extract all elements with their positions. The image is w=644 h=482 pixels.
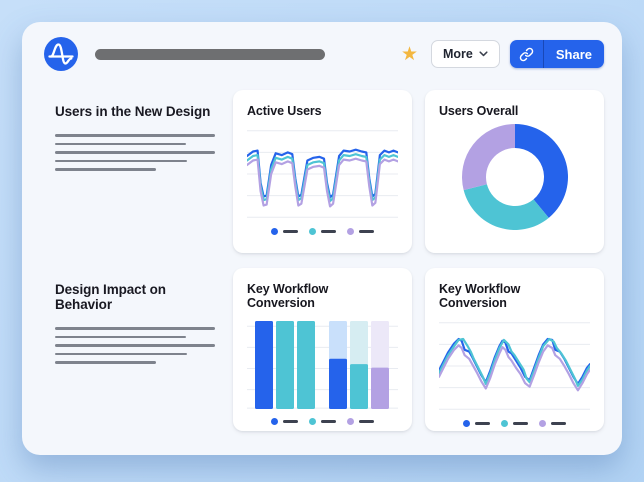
legend-item	[539, 420, 566, 427]
row-1: Users in the New Design Active Users Use…	[55, 90, 604, 253]
legend-item	[309, 418, 336, 425]
card-title: Users Overall	[439, 104, 519, 118]
text-placeholder-line	[55, 168, 156, 171]
legend-dash-icon	[551, 422, 566, 425]
row-2: Design Impact on Behavior Key Workflow C…	[55, 268, 604, 431]
chart-legend	[247, 228, 398, 235]
card-active-users[interactable]: Active Users	[233, 90, 412, 253]
legend-dash-icon	[359, 420, 374, 423]
legend-dot-icon	[347, 418, 354, 425]
active-users-line-chart	[247, 129, 398, 219]
header: ★ More Share	[22, 22, 622, 71]
section-heading: Design Impact on Behavior	[55, 282, 166, 312]
legend-item	[347, 228, 374, 235]
section-text-placeholder	[55, 327, 220, 364]
legend-item	[309, 228, 336, 235]
favorite-star-icon[interactable]: ★	[400, 43, 418, 65]
share-button-group: Share	[509, 40, 604, 68]
text-placeholder-line	[55, 159, 187, 162]
workflow-conversion-bar-chart	[247, 321, 398, 409]
legend-dash-icon	[359, 230, 374, 233]
legend-dot-icon	[539, 420, 546, 427]
copy-link-button[interactable]	[510, 40, 544, 68]
section-users-new-design: Users in the New Design	[55, 90, 220, 253]
text-placeholder-line	[55, 361, 156, 364]
chart-legend	[247, 418, 398, 425]
legend-dash-icon	[513, 422, 528, 425]
legend-dash-icon	[321, 230, 336, 233]
card-title: Key Workflow Conversion	[439, 282, 521, 310]
text-placeholder-line	[55, 327, 215, 330]
card-workflow-conversion-bars[interactable]: Key Workflow Conversion	[233, 268, 412, 431]
section-design-impact: Design Impact on Behavior	[55, 268, 220, 431]
legend-dot-icon	[271, 228, 278, 235]
amplitude-logo-icon[interactable]	[44, 37, 78, 71]
text-placeholder-line	[55, 151, 215, 154]
users-overall-donut-chart	[439, 124, 590, 230]
legend-dash-icon	[283, 230, 298, 233]
chevron-down-icon	[479, 51, 488, 57]
text-placeholder-line	[55, 142, 186, 145]
more-button[interactable]: More	[430, 40, 500, 68]
more-button-label: More	[442, 47, 473, 61]
card-users-overall[interactable]: Users Overall	[425, 90, 604, 253]
legend-item	[347, 418, 374, 425]
legend-item	[501, 420, 528, 427]
dashboard-title-placeholder	[95, 48, 325, 60]
card-title: Active Users	[247, 104, 322, 118]
chart-legend	[439, 420, 590, 427]
legend-dot-icon	[347, 228, 354, 235]
link-icon	[519, 47, 534, 61]
legend-dot-icon	[463, 420, 470, 427]
legend-item	[463, 420, 490, 427]
section-text-placeholder	[55, 134, 220, 171]
legend-dash-icon	[283, 420, 298, 423]
dashboard-panel: ★ More Share Users in the New Design	[22, 22, 622, 455]
text-placeholder-line	[55, 134, 215, 137]
text-placeholder-line	[55, 352, 187, 355]
legend-dot-icon	[271, 418, 278, 425]
share-button[interactable]: Share	[555, 46, 592, 62]
legend-item	[271, 228, 298, 235]
text-placeholder-line	[55, 344, 215, 347]
legend-item	[271, 418, 298, 425]
text-placeholder-line	[55, 335, 186, 338]
dashboard-content: Users in the New Design Active Users Use…	[22, 71, 622, 431]
workflow-conversion-line-chart	[439, 321, 590, 411]
legend-dash-icon	[321, 420, 336, 423]
card-workflow-conversion-lines[interactable]: Key Workflow Conversion	[425, 268, 604, 431]
section-heading: Users in the New Design	[55, 104, 211, 119]
card-title: Key Workflow Conversion	[247, 282, 329, 310]
legend-dash-icon	[475, 422, 490, 425]
legend-dot-icon	[501, 420, 508, 427]
legend-dot-icon	[309, 228, 316, 235]
legend-dot-icon	[309, 418, 316, 425]
